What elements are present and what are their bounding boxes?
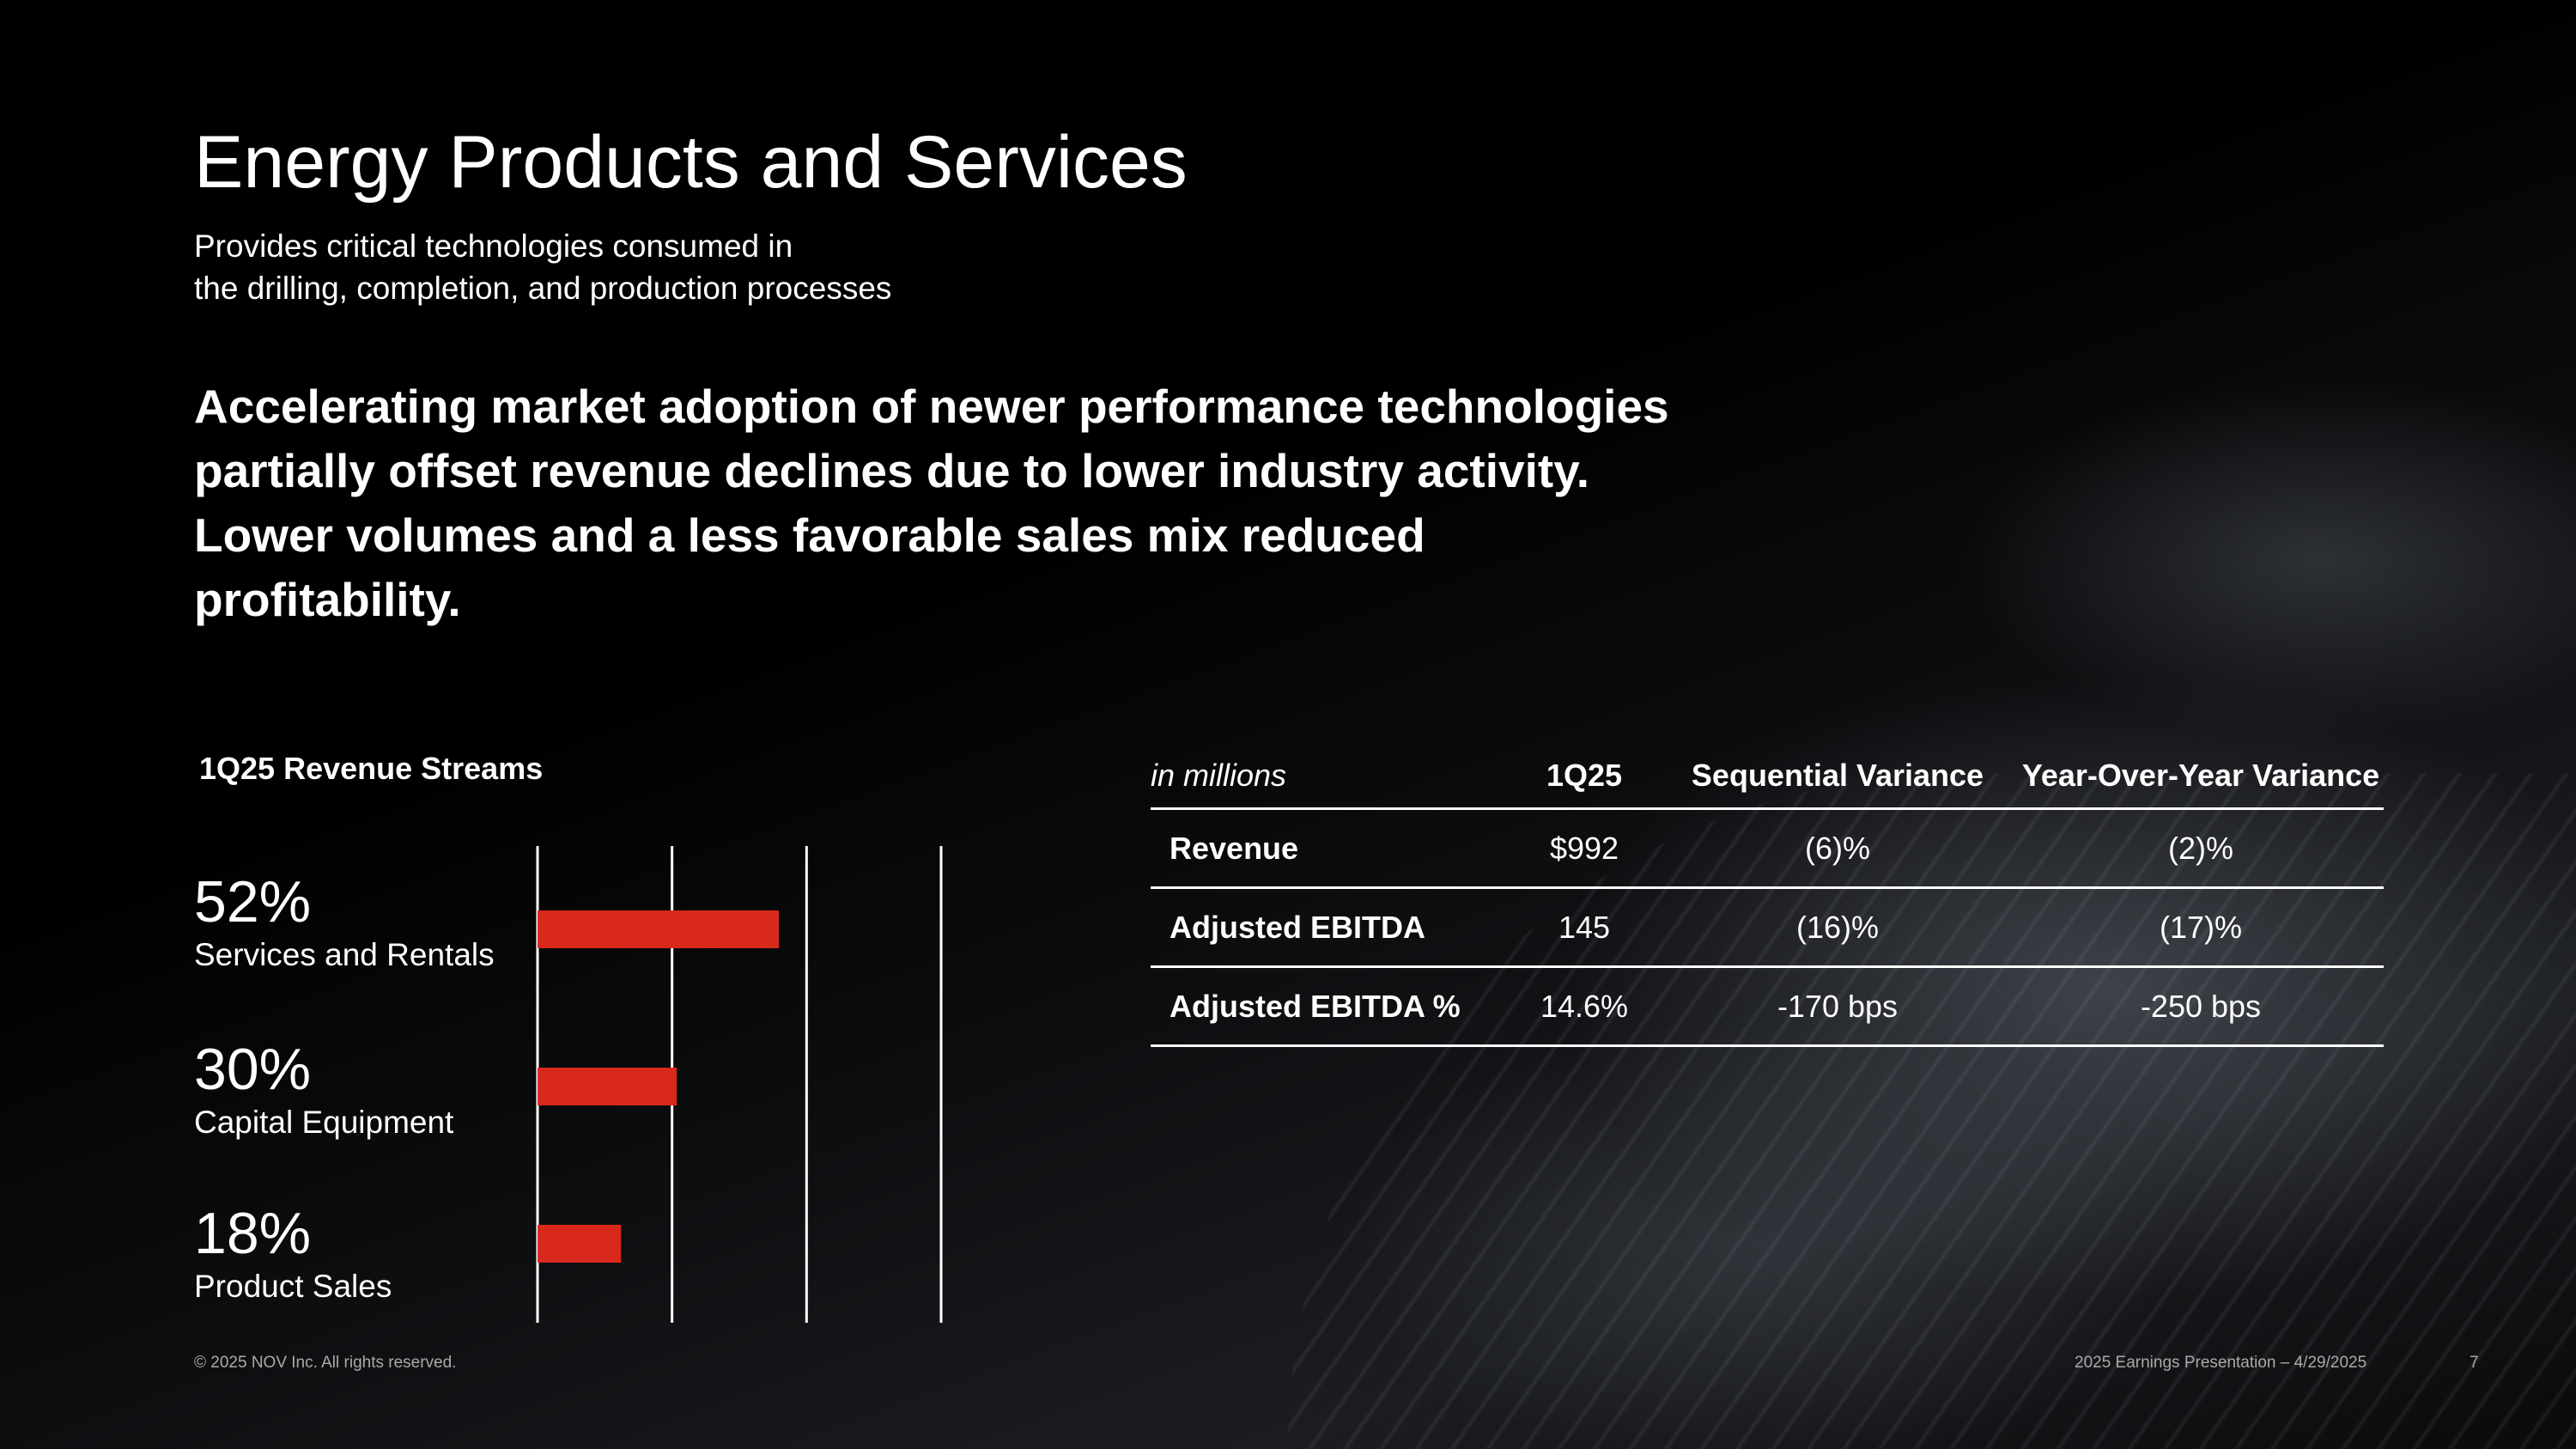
cell-value: $992 xyxy=(1511,808,1657,889)
cell-value: 14.6% xyxy=(1511,966,1657,1047)
row-label-adjusted-ebitda: Adjusted EBITDA xyxy=(1151,887,1511,968)
subtitle-line-2: the drilling, completion, and production… xyxy=(194,271,892,306)
unit-label: in millions xyxy=(1151,744,1511,810)
stream-percent: 52% xyxy=(194,869,312,935)
stream-product-sales: 18% Product Sales xyxy=(194,1199,392,1306)
subtitle-line-1: Provides critical technologies consumed … xyxy=(194,228,793,264)
stream-percent: 30% xyxy=(194,1037,312,1102)
table-header-row: in millions 1Q25 Sequential Variance Yea… xyxy=(1151,744,2384,810)
slide-subtitle: Provides critical technologies consumed … xyxy=(194,225,1224,309)
table-row: Adjusted EBITDA % 14.6% -170 bps -250 bp… xyxy=(1151,966,2384,1047)
chart-bar-capital-equipment xyxy=(538,1068,677,1105)
page-number: 7 xyxy=(2470,1354,2479,1372)
revenue-streams-bar-chart xyxy=(536,846,943,1323)
column-header-1q25: 1Q25 xyxy=(1511,744,1657,810)
footer-presentation-date: 2025 Earnings Presentation – 4/29/2025 xyxy=(2075,1354,2367,1372)
cell-value: -250 bps xyxy=(2018,966,2384,1047)
cell-value: (2)% xyxy=(2018,808,2384,889)
table-row: Adjusted EBITDA 145 (16)% (17)% xyxy=(1151,887,2384,968)
slide-title: Energy Products and Services xyxy=(194,121,1188,204)
financial-metrics-table: in millions 1Q25 Sequential Variance Yea… xyxy=(1151,744,2384,1047)
cell-value: 145 xyxy=(1511,887,1657,968)
chart-bar-product-sales xyxy=(538,1225,622,1263)
column-header-sequential: Sequential Variance xyxy=(1657,744,2018,810)
column-header-yoy: Year-Over-Year Variance xyxy=(2018,744,2384,810)
cell-value: (17)% xyxy=(2018,887,2384,968)
table-row: Revenue $992 (6)% (2)% xyxy=(1151,808,2384,889)
stream-label: Product Sales xyxy=(194,1269,392,1304)
row-label-revenue: Revenue xyxy=(1151,808,1511,889)
cell-value: (6)% xyxy=(1657,808,2018,889)
revenue-streams-title: 1Q25 Revenue Streams xyxy=(199,751,544,786)
stream-services-rentals: 52% Services and Rentals xyxy=(194,868,495,974)
stream-capital-equipment: 30% Capital Equipment xyxy=(194,1035,453,1142)
stream-label: Capital Equipment xyxy=(194,1105,454,1140)
cell-value: -170 bps xyxy=(1657,966,2018,1047)
stream-percent: 18% xyxy=(194,1201,312,1266)
chart-bar-services-and-rentals xyxy=(538,910,780,948)
stream-label: Services and Rentals xyxy=(194,937,495,972)
headline-statement: Accelerating market adoption of newer pe… xyxy=(194,380,1669,626)
cell-value: (16)% xyxy=(1657,887,2018,968)
footer-copyright: © 2025 NOV Inc. All rights reserved. xyxy=(194,1354,457,1372)
row-label-adjusted-ebitda-pct: Adjusted EBITDA % xyxy=(1151,966,1511,1047)
